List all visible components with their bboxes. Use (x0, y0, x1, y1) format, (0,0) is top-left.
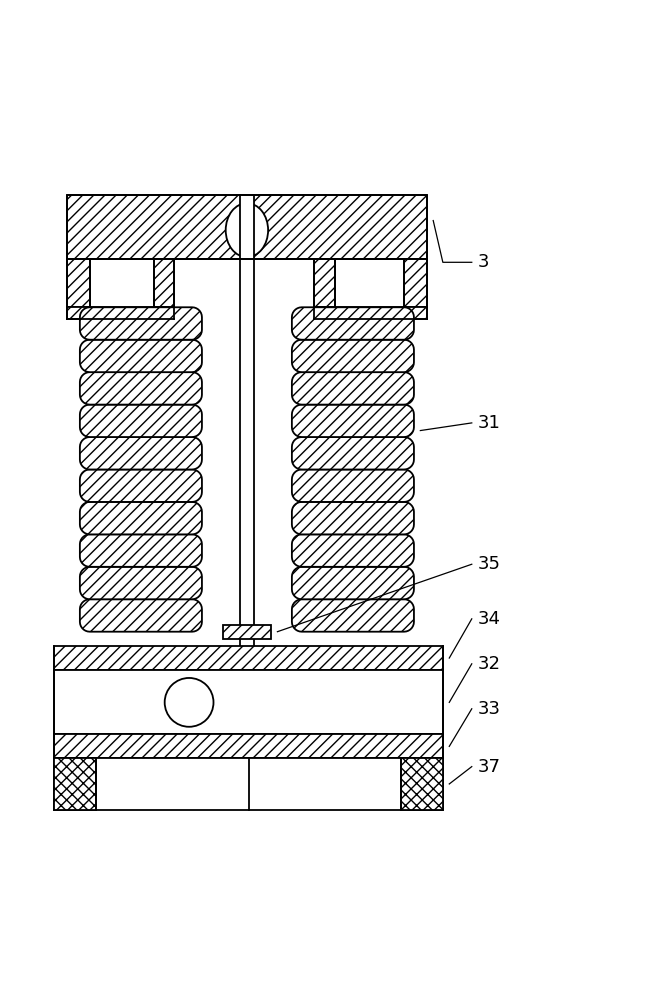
Text: 31: 31 (478, 414, 501, 432)
Bar (154, 259, 174, 307)
Polygon shape (80, 307, 202, 340)
Polygon shape (80, 469, 202, 502)
Polygon shape (292, 372, 414, 405)
Polygon shape (80, 534, 202, 567)
Text: 34: 34 (478, 610, 501, 628)
Polygon shape (80, 372, 202, 405)
Bar (67, 259, 89, 307)
Polygon shape (292, 405, 414, 437)
Polygon shape (292, 469, 414, 502)
Polygon shape (292, 437, 414, 469)
Polygon shape (292, 502, 414, 534)
Bar (223, 625, 271, 639)
Polygon shape (80, 340, 202, 372)
Bar (401, 758, 443, 810)
Polygon shape (292, 599, 414, 632)
Bar (54, 646, 443, 670)
Polygon shape (80, 437, 202, 469)
Polygon shape (80, 567, 202, 599)
Polygon shape (292, 534, 414, 567)
Polygon shape (80, 599, 202, 632)
Bar (54, 670, 443, 734)
Circle shape (165, 678, 213, 727)
Text: 35: 35 (478, 555, 501, 573)
Bar (54, 734, 443, 758)
Bar (54, 758, 96, 810)
Polygon shape (292, 340, 414, 372)
Polygon shape (80, 502, 202, 534)
Ellipse shape (226, 203, 268, 257)
Text: 37: 37 (478, 758, 501, 776)
Bar (314, 307, 427, 319)
Bar (404, 259, 427, 307)
Polygon shape (292, 567, 414, 599)
Bar (54, 758, 443, 810)
Polygon shape (292, 307, 414, 340)
Polygon shape (80, 405, 202, 437)
Bar (314, 259, 335, 307)
Bar (67, 307, 174, 319)
Bar (240, 195, 254, 670)
Text: 3: 3 (478, 253, 490, 271)
Text: 32: 32 (478, 655, 501, 673)
Bar (67, 195, 427, 259)
Text: 33: 33 (478, 700, 501, 718)
